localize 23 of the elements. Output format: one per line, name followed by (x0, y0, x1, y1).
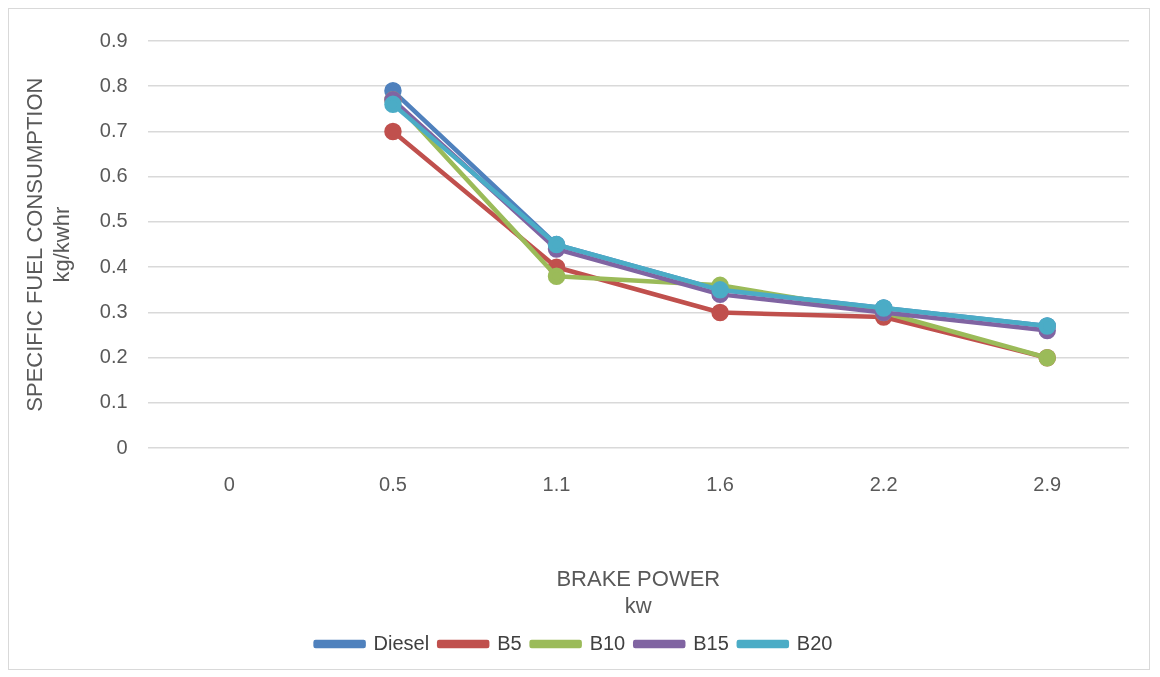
legend-label: B5 (497, 631, 522, 654)
y-tick-label: 0.7 (99, 119, 128, 141)
x-tick-label: 2.9 (1033, 472, 1062, 495)
y-tick-label: 0.8 (99, 73, 128, 96)
x-tick-label: 0.5 (379, 472, 407, 495)
x-tick-label: 2.2 (869, 472, 898, 495)
legend-label: Diesel (373, 631, 430, 654)
y-tick-label: 0.3 (99, 299, 128, 322)
x-axis-title: BRAKE POWER kw (556, 566, 721, 618)
x-tick-label: 1.6 (706, 472, 734, 495)
legend-label: B15 (693, 631, 729, 654)
y-tick-label: 0.2 (99, 345, 128, 368)
x-tick-label: 0 (223, 472, 235, 495)
y-tick-label: 0.1 (99, 390, 128, 413)
legend-label: B20 (796, 631, 833, 654)
y-tick-label: 0 (116, 435, 128, 458)
y-tick-label: 0.5 (99, 209, 128, 232)
y-tick-label: 0.9 (99, 28, 128, 51)
y-axis-title: SPECIFIC FUEL CONSUMPTION kg/kwhr (22, 77, 74, 412)
y-tick-label: 0.4 (99, 254, 128, 277)
y-tick-label: 0.6 (99, 164, 128, 187)
legend-label: B10 (589, 631, 626, 654)
x-tick-label: 1.1 (542, 472, 571, 495)
